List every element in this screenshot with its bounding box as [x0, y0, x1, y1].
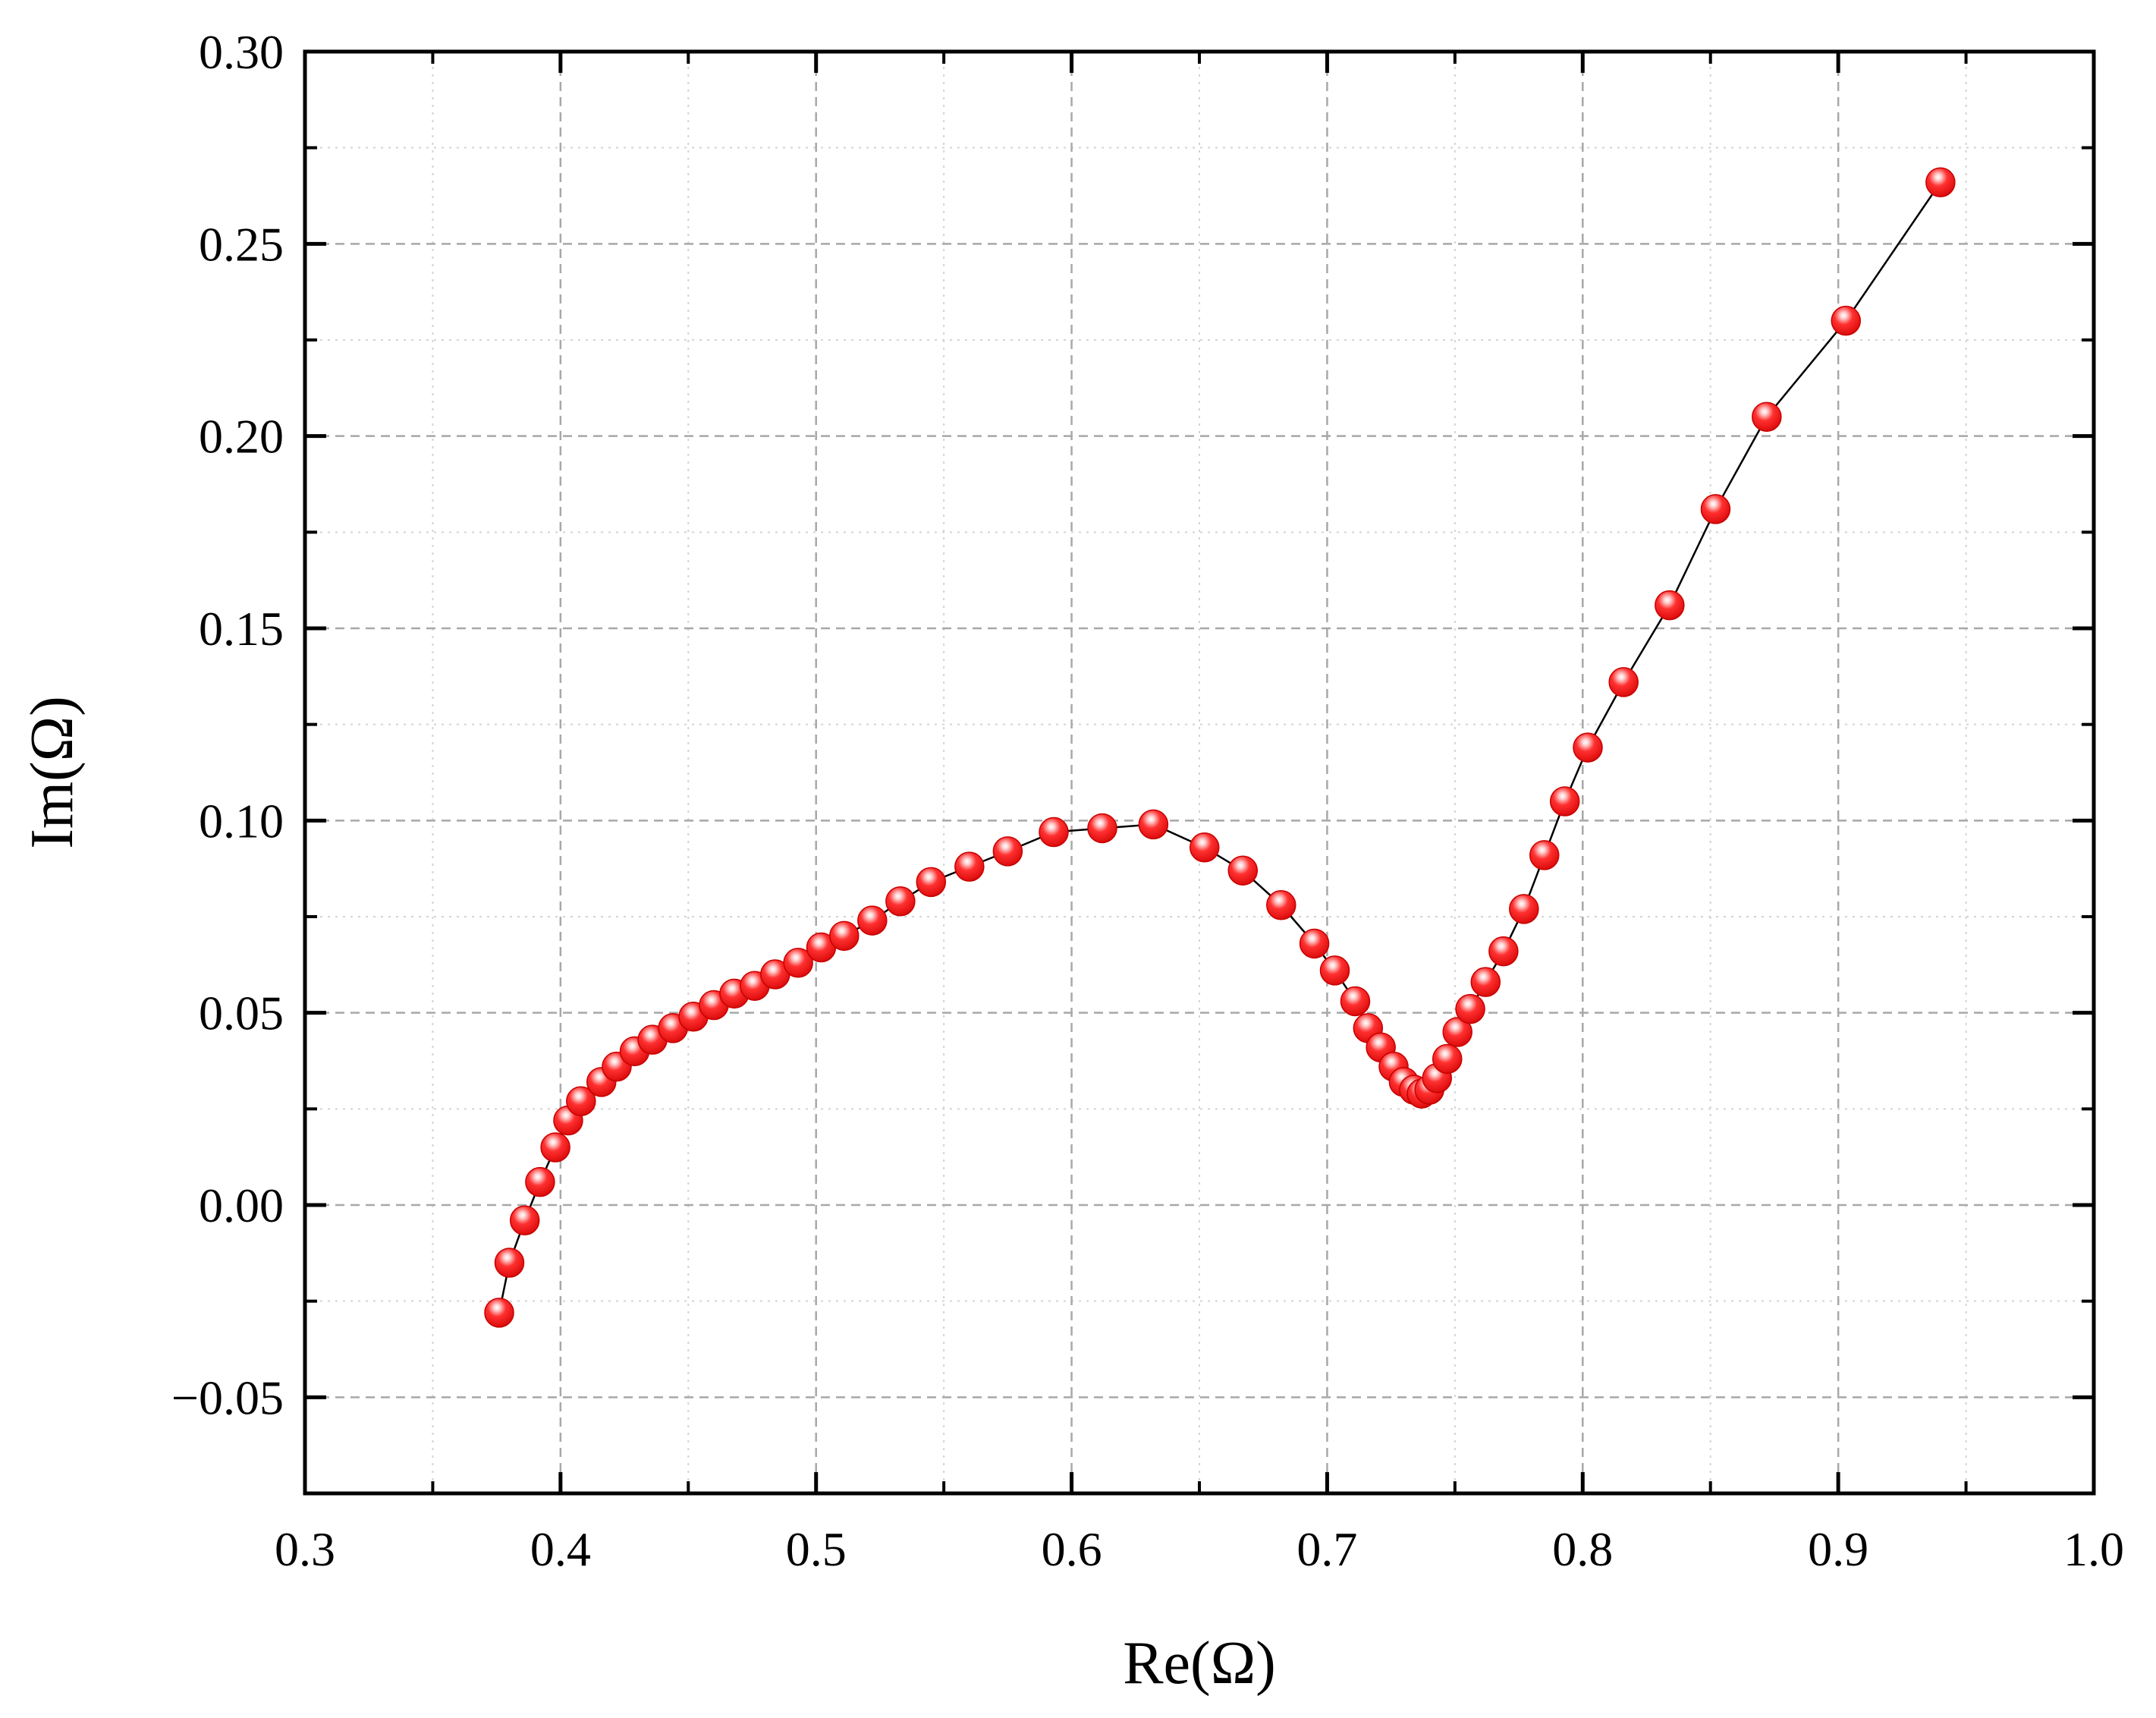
y-tick-label: 0.10	[199, 794, 284, 848]
data-point	[1608, 667, 1639, 697]
y-tick-label: 0.15	[199, 602, 284, 656]
tick-labels: 0.3 0.4 0.5 0.6 0.7 0.8 0.9 1.0 −0.05 0.00 0.05 0.1…	[171, 25, 2124, 1576]
data-points	[484, 167, 1956, 1328]
data-point	[1549, 786, 1580, 817]
data-point	[1655, 590, 1685, 621]
data-point	[1319, 955, 1350, 986]
data-point	[494, 1248, 525, 1278]
data-point	[783, 948, 813, 978]
data-point	[857, 905, 888, 936]
x-tick-label: 0.9	[1808, 1522, 1868, 1576]
data-point	[1700, 494, 1731, 524]
y-axis-title: Im(Ω)	[19, 696, 86, 849]
x-tick-label: 0.4	[530, 1522, 591, 1576]
data-point	[1573, 732, 1603, 763]
y-tick-label: 0.05	[199, 986, 284, 1040]
y-tick-label: 0.30	[199, 25, 284, 79]
x-axis-title: Re(Ω)	[1123, 1630, 1276, 1697]
grid	[305, 52, 2094, 1494]
y-tick-label: 0.00	[199, 1178, 284, 1232]
data-point	[916, 867, 947, 898]
series-line	[498, 181, 1941, 1314]
data-point	[1340, 986, 1371, 1017]
y-tick-label: 0.25	[199, 217, 284, 271]
data-point	[540, 1132, 570, 1163]
data-point	[1087, 813, 1117, 844]
x-tick-label: 0.5	[786, 1522, 847, 1576]
x-tick-label: 1.0	[2063, 1522, 2124, 1576]
data-point	[1470, 967, 1501, 997]
data-point	[1529, 840, 1560, 870]
data-point	[1299, 928, 1330, 959]
data-point	[1432, 1043, 1463, 1075]
y-tick-label: 0.20	[199, 410, 284, 464]
data-point	[1442, 1017, 1472, 1047]
y-tick-label: −0.05	[171, 1370, 284, 1424]
data-point	[1488, 936, 1519, 967]
axis-ticks	[303, 49, 2096, 1495]
data-point	[1752, 401, 1782, 433]
data-point	[1509, 894, 1539, 924]
data-point	[1831, 305, 1861, 336]
x-tick-label: 0.6	[1042, 1522, 1102, 1576]
series-line-group	[498, 181, 1941, 1314]
x-tick-label: 0.7	[1296, 1522, 1357, 1576]
data-point	[885, 886, 916, 917]
data-point	[1138, 809, 1169, 840]
data-point	[1455, 993, 1485, 1024]
data-point	[484, 1298, 514, 1328]
data-point	[1266, 890, 1296, 920]
data-point	[566, 1086, 596, 1116]
x-tick-label: 0.3	[275, 1522, 335, 1576]
data-point	[1039, 817, 1069, 848]
data-point	[525, 1166, 555, 1197]
data-point	[992, 836, 1023, 867]
data-point	[829, 920, 860, 952]
data-point	[1925, 167, 1956, 198]
data-point	[1189, 832, 1220, 863]
data-point	[509, 1205, 540, 1236]
data-point	[1227, 855, 1259, 886]
x-tick-label: 0.8	[1552, 1522, 1613, 1576]
data-point	[954, 851, 985, 882]
